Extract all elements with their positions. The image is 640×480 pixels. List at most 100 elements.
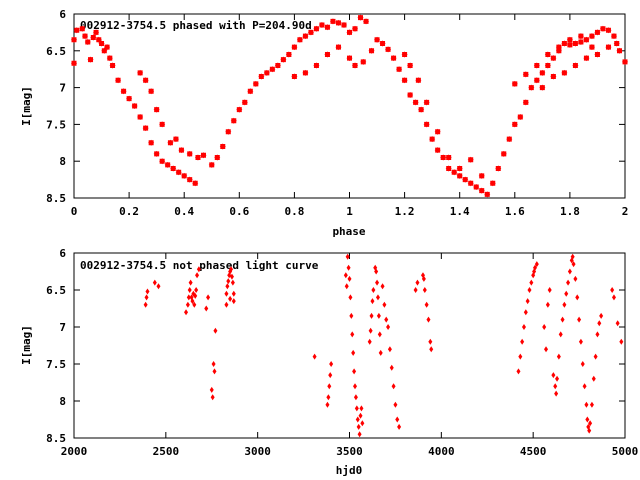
data-point: [374, 268, 379, 275]
data-point: [495, 165, 502, 172]
data-point: [525, 298, 530, 305]
data-point: [555, 44, 562, 51]
data-point: [285, 51, 292, 58]
data-point: [377, 331, 382, 338]
data-point: [572, 62, 579, 69]
data-point: [577, 38, 584, 45]
data-point: [144, 294, 149, 301]
y-tick-label: 8.5: [46, 192, 66, 205]
data-point: [517, 114, 524, 121]
data-point: [98, 40, 105, 47]
data-point: [599, 312, 604, 319]
data-point: [544, 346, 549, 353]
x-axis-label-phased: phase: [332, 225, 365, 238]
data-point: [391, 383, 396, 390]
data-point: [353, 394, 358, 401]
data-point: [172, 136, 179, 143]
data-point: [194, 154, 201, 161]
x-tick-label: 1.4: [450, 205, 470, 218]
data-point: [84, 38, 91, 45]
data-point: [175, 169, 182, 176]
data-point: [280, 56, 287, 63]
y-tick-label: 6.5: [46, 45, 66, 58]
data-point: [247, 88, 254, 95]
data-point: [594, 51, 601, 58]
data-point: [324, 51, 331, 58]
data-point: [594, 29, 601, 36]
data-point: [363, 18, 370, 25]
data-point: [126, 95, 133, 102]
data-point: [71, 36, 77, 43]
data-point: [153, 106, 160, 113]
data-point: [185, 301, 190, 308]
data-point: [551, 372, 556, 379]
data-point: [213, 327, 218, 334]
data-point: [318, 22, 325, 29]
data-point: [577, 33, 584, 40]
data-point: [570, 253, 575, 260]
data-point: [555, 375, 560, 382]
data-point: [236, 106, 243, 113]
x-tick-label: 2: [622, 205, 629, 218]
data-point: [451, 169, 458, 176]
data-point: [566, 41, 573, 48]
data-point: [369, 312, 374, 319]
data-point: [597, 320, 602, 327]
data-point: [382, 301, 387, 308]
data-point: [71, 60, 77, 67]
data-point: [156, 283, 161, 290]
data-point: [170, 165, 177, 172]
data-point: [473, 183, 480, 190]
data-point: [335, 44, 342, 51]
y-axis-label-phased: I[mag]: [20, 86, 33, 126]
data-point: [566, 279, 571, 286]
data-point: [561, 40, 568, 47]
data-point: [385, 46, 392, 53]
y-tick-label: 8: [59, 155, 66, 168]
data-point: [327, 383, 332, 390]
data-point: [328, 372, 333, 379]
data-point: [346, 55, 353, 62]
data-point: [456, 172, 463, 179]
x-tick-label: 1.6: [505, 205, 525, 218]
data-point: [440, 154, 447, 161]
y-tick-label: 7: [59, 321, 66, 334]
data-point: [93, 29, 100, 36]
data-point: [313, 25, 320, 32]
data-point: [610, 287, 615, 293]
data-point: [200, 152, 207, 159]
data-point: [131, 103, 138, 109]
data-point: [190, 298, 195, 305]
data-point: [224, 290, 229, 297]
data-point: [193, 292, 198, 299]
data-point: [229, 266, 234, 273]
y-tick-label: 6: [59, 247, 66, 260]
data-point: [153, 150, 160, 157]
data-point: [615, 320, 620, 327]
x-tick-label: 3000: [244, 445, 271, 458]
data-point: [302, 33, 309, 40]
data-point: [360, 420, 365, 427]
data-point: [224, 301, 229, 308]
data-point: [378, 349, 383, 356]
plot-frame-phased: [73, 13, 626, 199]
data-point: [407, 91, 414, 98]
data-point: [390, 55, 397, 62]
data-point: [241, 99, 248, 106]
data-point: [335, 19, 342, 26]
data-point: [346, 264, 351, 271]
data-point: [412, 99, 419, 106]
chart-title-unphased: 002912-3754.5 not phased light curve: [80, 259, 319, 272]
data-point: [82, 33, 89, 40]
data-point: [605, 27, 612, 34]
y-axis-label-unphased: I[mag]: [20, 325, 33, 365]
x-tick-label: 1: [346, 205, 353, 218]
data-point: [231, 290, 236, 297]
data-point: [109, 62, 116, 69]
data-point: [230, 279, 235, 286]
data-point: [589, 401, 594, 408]
data-point: [186, 176, 193, 183]
data-point: [258, 73, 265, 80]
data-point: [582, 383, 587, 390]
x-tick-label: 0.8: [284, 205, 304, 218]
